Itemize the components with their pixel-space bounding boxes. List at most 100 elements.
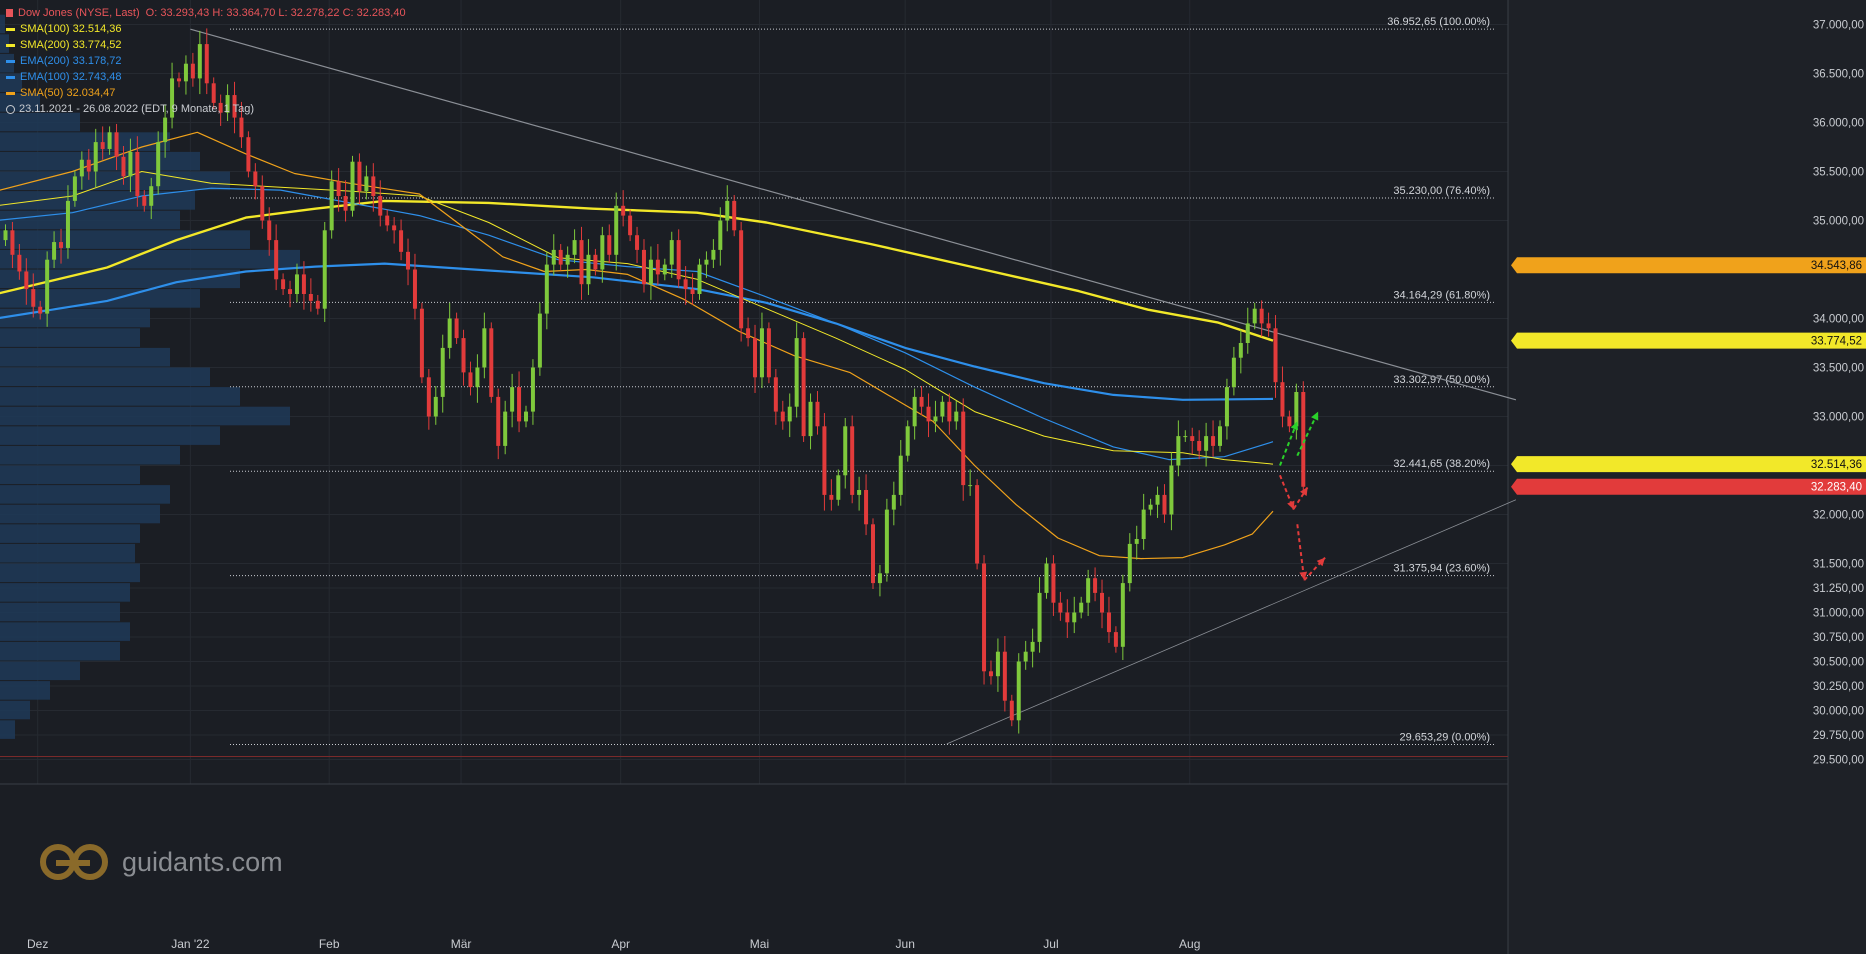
volume-profile-bar — [0, 681, 50, 700]
y-tick-label: 34.000,00 — [1813, 314, 1864, 326]
candle-body — [72, 176, 77, 201]
candle-body — [739, 230, 744, 329]
fib-level-label: 32.441,65 (38.20%) — [1393, 458, 1490, 470]
volume-profile-bar — [0, 485, 170, 504]
candle-body — [170, 78, 175, 118]
candle-body — [274, 240, 279, 280]
candle-body — [24, 271, 29, 290]
candle-body — [558, 249, 563, 265]
price-tag-label: 34.543,86 — [1811, 260, 1862, 272]
candle-body — [1224, 387, 1229, 427]
candle-body — [1106, 612, 1111, 633]
candle-body — [1190, 436, 1195, 441]
x-tick-label: Dez — [27, 937, 48, 951]
candle-body — [433, 396, 438, 417]
candle-body — [447, 318, 452, 348]
fib-level-label: 33.302,97 (50.00%) — [1393, 374, 1490, 386]
y-tick-label: 35.500,00 — [1813, 167, 1864, 179]
volume-profile-bar — [0, 524, 140, 543]
candle-body — [808, 401, 813, 437]
volume-profile-bar — [0, 406, 290, 426]
candle-body — [912, 396, 917, 427]
volume-profile-bar — [0, 661, 80, 681]
candle-body — [1134, 539, 1139, 544]
candle-body — [864, 490, 869, 525]
volume-profile-bar — [0, 445, 180, 465]
candle-body — [926, 406, 931, 422]
candle-body — [1211, 436, 1216, 446]
candle-body — [17, 254, 22, 272]
candle-body — [1204, 436, 1209, 451]
candle-body — [190, 63, 195, 79]
x-tick-label: Mai — [750, 937, 769, 951]
candle-body — [905, 426, 910, 456]
candle-body — [1266, 323, 1271, 329]
volume-profile-bar — [0, 543, 135, 563]
y-tick-label: 31.250,00 — [1813, 583, 1864, 595]
indicator-label: SMA(50) 32.034,47 — [20, 87, 116, 99]
candle-body — [891, 494, 896, 510]
chart-legend: Dow Jones (NYSE, Last) O: 33.293,43 H: 3… — [6, 5, 406, 117]
candle-body — [593, 254, 598, 270]
volume-profile-bar — [0, 504, 160, 524]
candle-body — [1058, 602, 1063, 613]
x-tick-label: Apr — [611, 937, 630, 951]
candle-body — [197, 44, 202, 79]
volume-profile-bar — [0, 269, 240, 289]
candle-body — [968, 485, 973, 487]
volume-profile-bar — [0, 230, 250, 249]
legend-indicator: SMA(100) 32.514,36 — [6, 21, 406, 37]
candle-body — [676, 240, 681, 280]
candle-body — [301, 274, 306, 294]
arrow-head — [1311, 411, 1319, 421]
candle-body — [475, 367, 480, 388]
volume-profile-bar — [0, 622, 130, 641]
indicator-swatch — [6, 59, 15, 63]
candle-body — [732, 200, 737, 231]
price-tag — [1511, 456, 1866, 473]
date-range: 23.11.2021 - 26.08.2022 (EDT, 9 Monate, … — [19, 103, 255, 115]
candle-body — [517, 387, 522, 422]
candle-body — [156, 142, 161, 187]
candle-body — [1093, 578, 1098, 593]
scenario-arrow — [1296, 411, 1320, 457]
candle-body — [503, 411, 508, 446]
volume-profile-bar — [0, 387, 240, 406]
candle-body — [239, 117, 244, 138]
price-tag — [1511, 478, 1866, 495]
indicator-label: EMA(200) 33.178,72 — [20, 55, 122, 67]
candle-body — [954, 411, 959, 422]
arrow-head — [1300, 487, 1308, 496]
y-tick-label: 35.000,00 — [1813, 216, 1864, 228]
indicator-swatch — [6, 27, 15, 31]
volume-profile-bar — [0, 14, 5, 34]
indicator-swatch — [6, 91, 15, 95]
candle-body — [114, 132, 119, 157]
candle-body — [850, 426, 855, 495]
candle-body — [1120, 583, 1125, 647]
candle-body — [426, 377, 431, 417]
fib-level-label: 29.653,29 (0.00%) — [1399, 731, 1490, 743]
legend-header: Dow Jones (NYSE, Last) O: 33.293,43 H: 3… — [6, 5, 406, 21]
volume-profile-bar — [0, 328, 140, 347]
arrow-head — [1299, 571, 1308, 581]
candle-body — [496, 396, 501, 446]
candle-body — [399, 230, 404, 252]
candle-body — [100, 142, 105, 149]
volume-profile-bar — [0, 210, 180, 230]
volume-profile-bar — [0, 249, 300, 269]
candle-body — [1294, 392, 1299, 427]
x-tick-label: Jan '22 — [171, 937, 210, 951]
x-tick-label: Jun — [896, 937, 915, 951]
legend-indicator: EMA(200) 33.178,72 — [6, 53, 406, 69]
y-tick-label: 29.750,00 — [1813, 730, 1864, 742]
volume-profile-bar — [0, 602, 120, 622]
candle-body — [288, 289, 293, 294]
volume-profile-bar — [0, 308, 150, 328]
candle-body — [1238, 343, 1243, 358]
candle-body — [1127, 543, 1132, 584]
x-tick-label: Jul — [1043, 937, 1058, 951]
candle-body — [322, 230, 327, 309]
